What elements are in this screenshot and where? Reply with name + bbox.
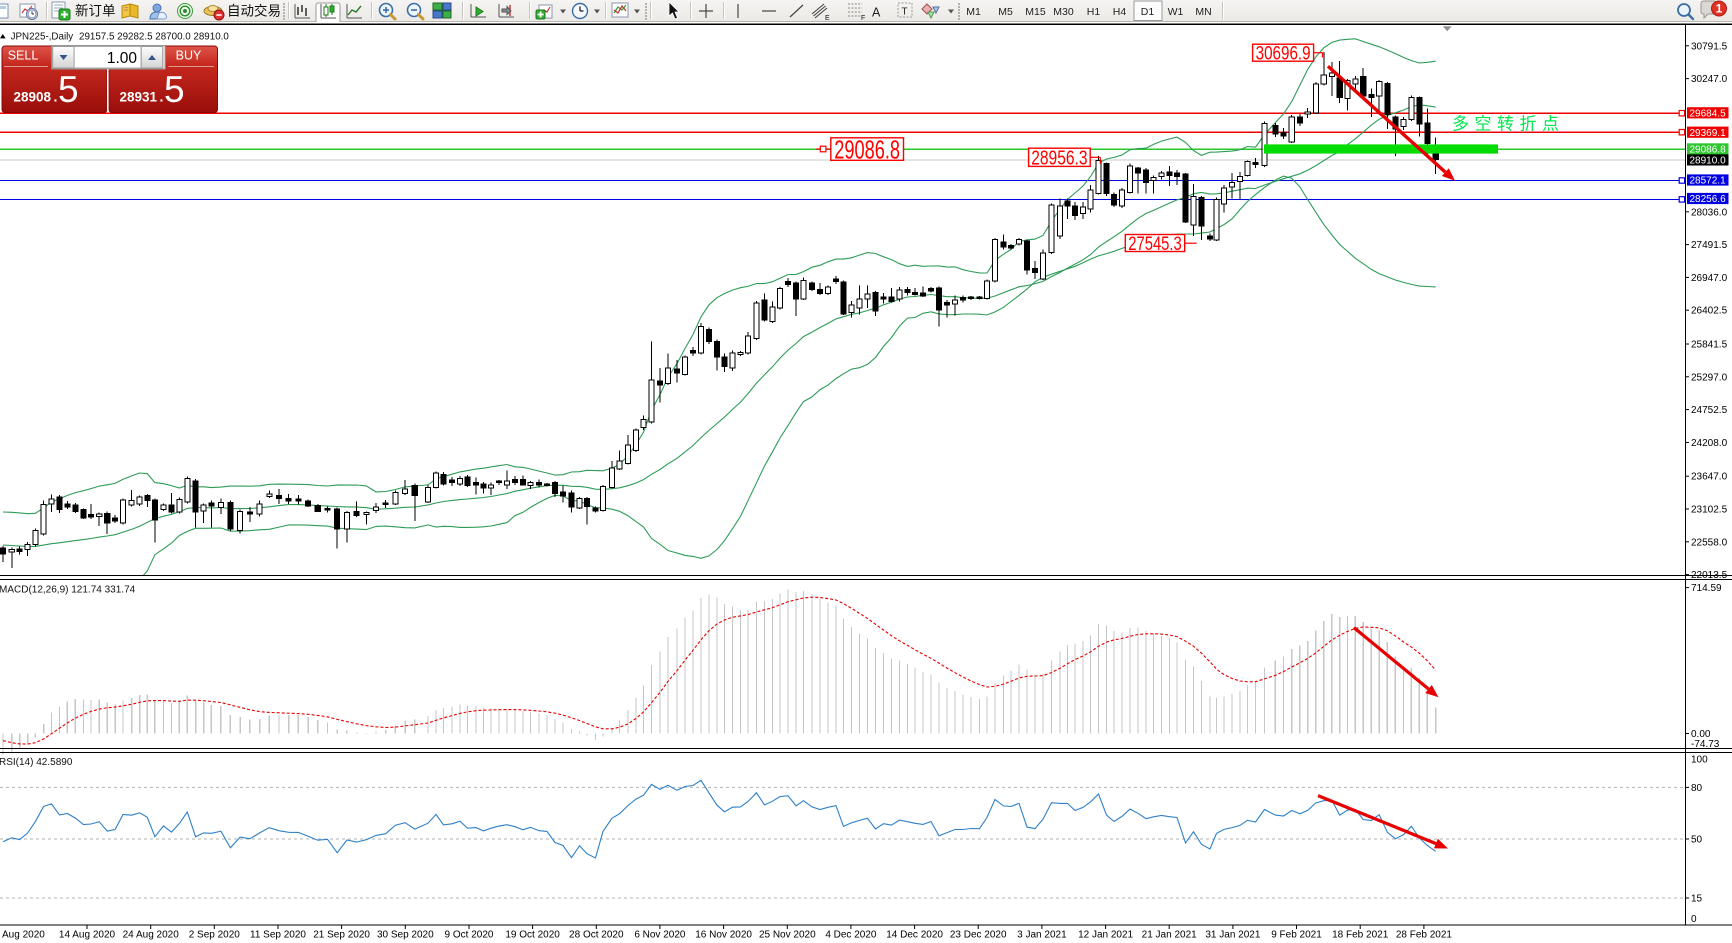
svg-text:22558.0: 22558.0 [1691,537,1728,548]
svg-text:29086.8: 29086.8 [1690,145,1727,156]
svg-text:30791.5: 30791.5 [1691,41,1728,52]
svg-text:BUY: BUY [176,49,202,63]
svg-text:28 Feb 2021: 28 Feb 2021 [1396,930,1453,941]
svg-text:27491.5: 27491.5 [1691,240,1728,251]
svg-text:28908: 28908 [14,90,52,105]
svg-text:31 Jan 2021: 31 Jan 2021 [1205,930,1260,941]
svg-text:14 Aug 2020: 14 Aug 2020 [59,930,116,941]
svg-text:25841.5: 25841.5 [1691,340,1728,351]
svg-text:15: 15 [1691,894,1703,905]
svg-text:6 Nov 2020: 6 Nov 2020 [634,930,686,941]
svg-text:18 Feb 2021: 18 Feb 2021 [1332,930,1389,941]
svg-text:E: E [825,15,830,22]
svg-text:23 Dec 2020: 23 Dec 2020 [950,930,1007,941]
svg-text:12 Jan 2021: 12 Jan 2021 [1078,930,1133,941]
svg-text:29369.1: 29369.1 [1690,128,1727,139]
svg-text:28572.1: 28572.1 [1690,176,1727,187]
svg-text:26402.5: 26402.5 [1691,306,1728,317]
svg-text:1.00: 1.00 [107,50,138,67]
svg-text:5: 5 [164,69,185,110]
svg-text:28910.0: 28910.0 [1690,156,1727,167]
svg-text:29086.8: 29086.8 [834,135,900,164]
svg-text:A: A [872,6,881,20]
svg-text:80: 80 [1691,783,1703,794]
svg-text:M15: M15 [1025,6,1046,18]
svg-text:Aug 2020: Aug 2020 [2,930,45,941]
svg-text:30247.0: 30247.0 [1691,74,1728,85]
svg-text:23647.0: 23647.0 [1691,472,1728,483]
svg-text:26947.0: 26947.0 [1691,273,1728,284]
svg-text:-74.73: -74.73 [1691,739,1720,750]
svg-text:28 Oct 2020: 28 Oct 2020 [569,930,624,941]
svg-text:0.00: 0.00 [1691,729,1711,740]
svg-text:M30: M30 [1053,6,1074,18]
svg-text:9 Feb 2021: 9 Feb 2021 [1271,930,1322,941]
svg-text:25 Nov 2020: 25 Nov 2020 [759,930,816,941]
svg-text:21 Sep 2020: 21 Sep 2020 [313,930,370,941]
svg-text:.: . [54,89,58,105]
svg-text:多空转折点: 多空转折点 [1452,115,1565,134]
svg-text:1: 1 [1716,2,1723,16]
svg-text:100: 100 [1691,755,1708,766]
svg-text:30696.9: 30696.9 [1256,42,1311,64]
svg-text:24208.0: 24208.0 [1691,438,1728,449]
svg-text:.: . [160,89,164,105]
svg-text:自动交易: 自动交易 [227,3,281,19]
svg-text:28956.3: 28956.3 [1031,147,1087,169]
svg-text:5: 5 [58,69,79,110]
svg-text:714.59: 714.59 [1691,583,1722,594]
svg-text:D1: D1 [1141,6,1155,18]
svg-text:25297.0: 25297.0 [1691,372,1728,383]
svg-text:H1: H1 [1087,6,1101,18]
svg-text:23102.5: 23102.5 [1691,505,1728,516]
svg-text:50: 50 [1691,835,1703,846]
svg-text:11 Sep 2020: 11 Sep 2020 [250,930,306,941]
svg-text:H4: H4 [1113,6,1127,18]
svg-text:24 Aug 2020: 24 Aug 2020 [123,930,180,941]
svg-text:RSI(14) 42.5890: RSI(14) 42.5890 [0,757,73,768]
svg-text:28256.6: 28256.6 [1690,194,1727,205]
svg-text:30 Sep 2020: 30 Sep 2020 [377,930,434,941]
svg-text:MACD(12,26,9) 121.74 331.74: MACD(12,26,9) 121.74 331.74 [0,585,136,596]
svg-text:T: T [902,7,908,18]
svg-text:MN: MN [1195,6,1211,18]
svg-text:21 Jan 2021: 21 Jan 2021 [1142,930,1197,941]
svg-text:29157.5 29282.5 28700.0 28910.: 29157.5 29282.5 28700.0 28910.0 [79,32,229,43]
svg-text:W1: W1 [1168,6,1184,18]
svg-text:22013.5: 22013.5 [1691,570,1728,581]
svg-text:SELL: SELL [8,49,39,63]
svg-text:0: 0 [1691,914,1697,925]
svg-text:27545.3: 27545.3 [1128,233,1182,254]
svg-text:19 Oct 2020: 19 Oct 2020 [505,930,560,941]
svg-text:M5: M5 [998,6,1013,18]
svg-text:4 Dec 2020: 4 Dec 2020 [825,930,877,941]
svg-text:9 Oct 2020: 9 Oct 2020 [445,930,494,941]
svg-text:新订单: 新订单 [75,4,116,19]
svg-text:28036.0: 28036.0 [1691,207,1728,218]
svg-text:F: F [861,15,865,22]
svg-text:14 Dec 2020: 14 Dec 2020 [886,930,943,941]
svg-text:3 Jan 2021: 3 Jan 2021 [1017,930,1067,941]
svg-text:29684.5: 29684.5 [1690,108,1727,119]
svg-text:28931: 28931 [120,90,158,105]
svg-text:M1: M1 [966,6,981,18]
svg-text:2 Sep 2020: 2 Sep 2020 [189,930,241,941]
svg-text:16 Nov 2020: 16 Nov 2020 [695,930,752,941]
svg-text:24752.5: 24752.5 [1691,405,1728,416]
svg-text:JPN225-,Daily: JPN225-,Daily [11,32,74,43]
